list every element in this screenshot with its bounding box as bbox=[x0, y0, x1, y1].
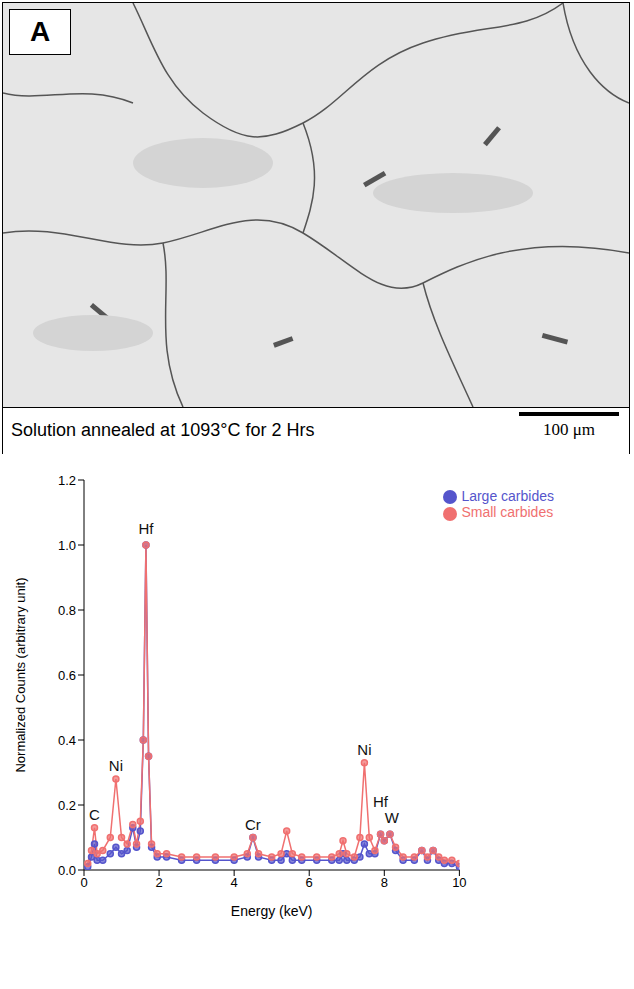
svg-text:1.0: 1.0 bbox=[58, 538, 76, 553]
svg-text:Ni: Ni bbox=[357, 741, 371, 758]
svg-text:0.8: 0.8 bbox=[58, 603, 76, 618]
svg-text:1.2: 1.2 bbox=[58, 473, 76, 488]
svg-text:W: W bbox=[385, 809, 400, 826]
svg-text:8: 8 bbox=[381, 875, 388, 890]
svg-text:0.4: 0.4 bbox=[58, 733, 76, 748]
svg-text:2: 2 bbox=[155, 875, 162, 890]
svg-text:4: 4 bbox=[231, 875, 238, 890]
svg-text:0.6: 0.6 bbox=[58, 668, 76, 683]
svg-text:Energy (keV): Energy (keV) bbox=[231, 903, 313, 919]
html-text:Small carbides: Small carbides bbox=[461, 504, 554, 521]
svg-text:0.0: 0.0 bbox=[58, 863, 76, 878]
svg-text:Normalized Counts (arbitrary u: Normalized Counts (arbitrary unit) bbox=[13, 577, 28, 772]
svg-text:6: 6 bbox=[306, 875, 313, 890]
html-text:Solution annealed at 1093°C fo: Solution annealed at 1093°C for 2 Hrs bbox=[11, 420, 315, 440]
svg-text:C: C bbox=[89, 806, 100, 823]
svg-text:10: 10 bbox=[452, 875, 466, 890]
html-text:A: A bbox=[29, 16, 51, 47]
svg-text:Hf: Hf bbox=[138, 520, 154, 537]
svg-text:Ni: Ni bbox=[109, 757, 123, 774]
svg-text:0: 0 bbox=[80, 875, 87, 890]
svg-text:0.2: 0.2 bbox=[58, 798, 76, 813]
svg-text:Cr: Cr bbox=[245, 816, 261, 833]
svg-text:Hf: Hf bbox=[373, 793, 389, 810]
html-text:Large carbides: Large carbides bbox=[461, 488, 554, 504]
html-text:100 μm: 100 μm bbox=[543, 420, 595, 439]
